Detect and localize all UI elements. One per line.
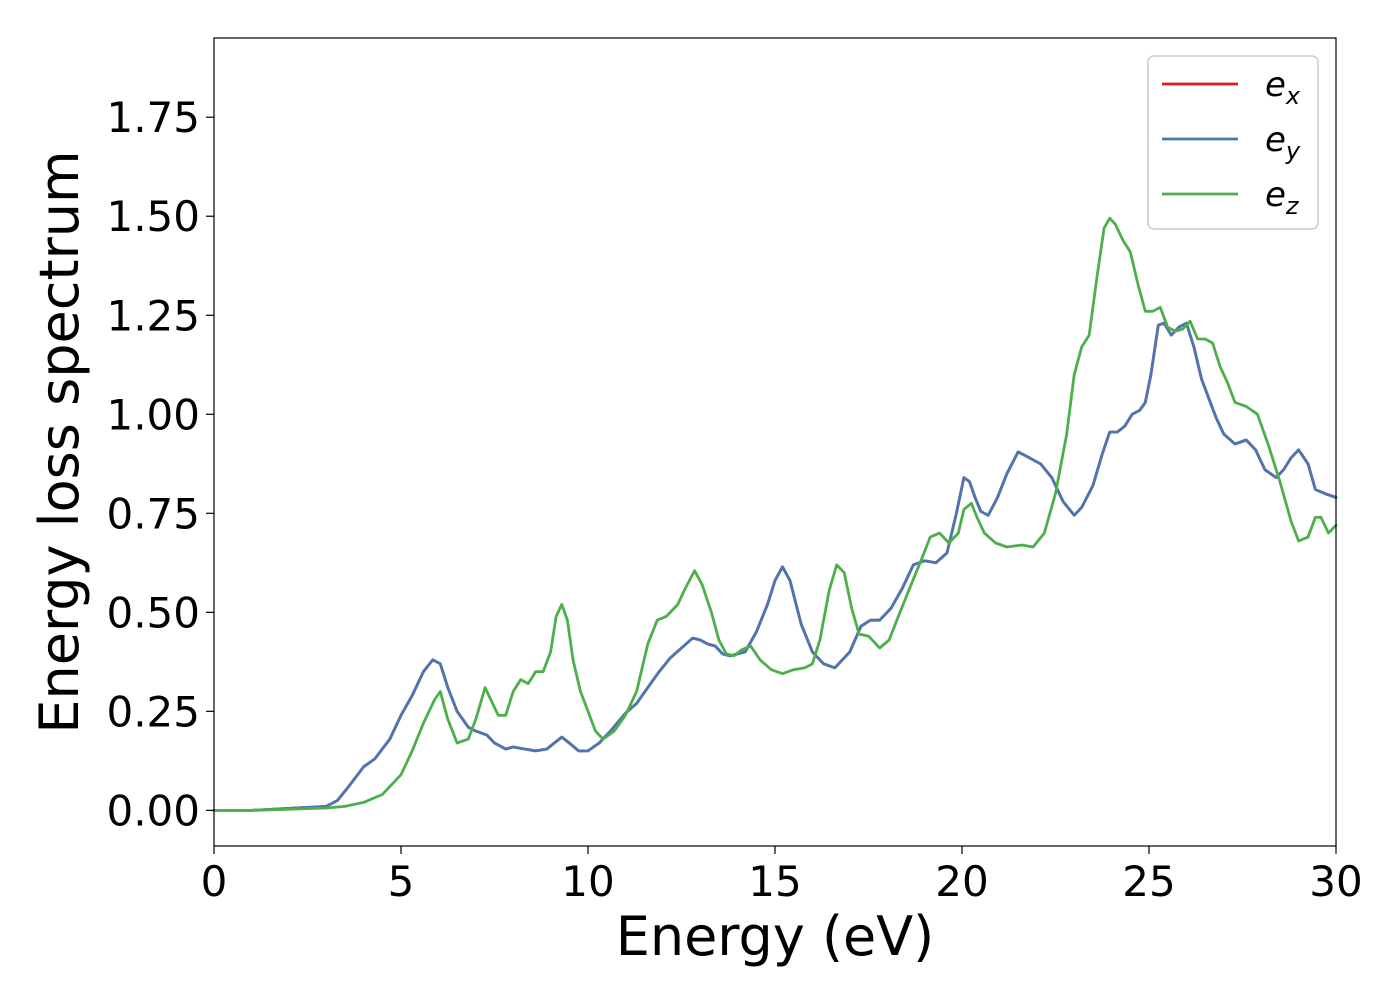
- x-axis: 0 5 10 15 20 25 30: [201, 846, 1363, 906]
- series-line-ex: [212, 321, 1338, 812]
- y-axis-title: Energy loss spectrum: [28, 150, 91, 733]
- legend-label-base: e: [1265, 65, 1286, 105]
- legend-label-subscript: z: [1285, 192, 1300, 220]
- y-tick-label: 1.50: [106, 192, 200, 241]
- x-tick-label: 15: [748, 857, 801, 906]
- x-tick-label: 0: [201, 857, 228, 906]
- series-line-ey: [212, 321, 1338, 812]
- x-tick-label: 10: [561, 857, 614, 906]
- legend-label-base: e: [1265, 175, 1286, 215]
- x-tick-label: 30: [1309, 857, 1362, 906]
- y-axis: 0.00 0.25 0.50 0.75 1.00 1.25 1.50 1.75: [106, 93, 214, 835]
- y-tick-label: 0.50: [106, 588, 200, 637]
- legend-label-base: e: [1265, 120, 1286, 160]
- x-tick-label: 20: [935, 857, 988, 906]
- y-tick-label: 1.25: [106, 291, 200, 340]
- x-tick-label: 25: [1122, 857, 1175, 906]
- y-tick-label: 0.25: [106, 687, 200, 736]
- y-tick-label: 1.00: [106, 390, 200, 439]
- legend-box: [1147, 55, 1319, 230]
- legend-label-ey: ey: [1265, 120, 1301, 165]
- y-tick-label: 0.75: [106, 489, 200, 538]
- y-tick-label: 1.75: [106, 93, 200, 142]
- x-tick-label: 5: [388, 857, 415, 906]
- x-axis-title: Energy (eV): [616, 905, 935, 968]
- legend-label-ez: ez: [1265, 175, 1300, 220]
- legend-label-subscript: y: [1285, 137, 1301, 165]
- legend-label-ex: ex: [1265, 65, 1301, 110]
- y-tick-label: 0.00: [106, 786, 200, 835]
- plot-lines: [212, 216, 1338, 812]
- legend-label-subscript: x: [1285, 82, 1301, 110]
- series-line-ez: [212, 216, 1338, 812]
